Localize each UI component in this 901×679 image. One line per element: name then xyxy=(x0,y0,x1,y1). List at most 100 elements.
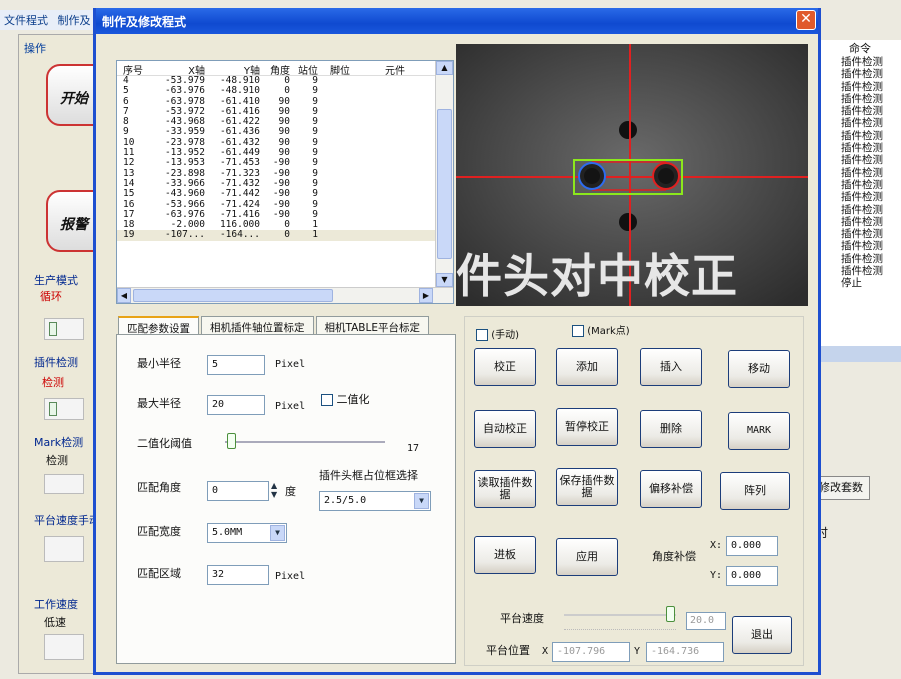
min-radius-input[interactable]: 5 xyxy=(207,355,265,375)
table-row[interactable]: 5 -63.976 -48.910 0 9 xyxy=(117,86,453,96)
threshold-slider-thumb[interactable] xyxy=(227,433,236,449)
read-insert-data-button[interactable]: 读取插件数据 xyxy=(474,470,536,508)
binarize-check-icon[interactable] xyxy=(321,394,333,406)
platform-speed-slider[interactable] xyxy=(44,536,84,562)
table-row[interactable]: 10 -23.978 -61.432 90 9 xyxy=(117,138,453,148)
apply-button[interactable]: 应用 xyxy=(556,538,618,576)
command-item[interactable]: 插件检测 xyxy=(819,253,901,265)
auto-correct-button[interactable]: 自动校正 xyxy=(474,410,536,448)
column-header[interactable]: 序号 xyxy=(117,61,155,75)
table-row[interactable]: 13 -23.898 -71.323 -90 9 xyxy=(117,169,453,179)
binarize-checkbox[interactable]: 二值化 xyxy=(321,391,370,407)
menu-make[interactable]: 制作及 xyxy=(58,14,91,27)
angle-spinner-icon[interactable]: ▲ ▼ xyxy=(271,481,281,501)
table-row[interactable]: 9 -33.959 -61.436 90 9 xyxy=(117,127,453,137)
command-list-scrollbar[interactable] xyxy=(818,346,901,362)
mark-point-checkbox[interactable]: (Mark点) xyxy=(572,322,630,337)
table-row[interactable]: 12 -13.953 -71.453 -90 9 xyxy=(117,158,453,168)
array-button[interactable]: 阵列 xyxy=(720,472,790,510)
column-header[interactable]: 站位 xyxy=(290,61,318,75)
match-area-input[interactable]: 32 xyxy=(207,565,269,585)
command-item[interactable]: 插件检测 xyxy=(819,167,901,179)
command-item[interactable]: 插件检测 xyxy=(819,81,901,93)
mark-check-icon[interactable] xyxy=(572,325,584,337)
command-item[interactable]: 插件检测 xyxy=(819,240,901,252)
max-radius-input[interactable]: 20 xyxy=(207,395,265,415)
camera-view[interactable]: 件头对中校正 xyxy=(456,44,808,306)
command-item[interactable]: 插件检测 xyxy=(819,68,901,80)
column-header[interactable]: 元件 xyxy=(362,61,428,75)
close-icon[interactable]: ✕ xyxy=(796,10,816,30)
command-item[interactable]: 插件检测 xyxy=(819,191,901,203)
point-list[interactable]: 序号 X轴 Y轴 角度 站位 脚位 元件 4 -53.979 -48.910 0 9 5 -63.976… xyxy=(116,60,454,304)
pause-correct-button[interactable]: 暂停校正 xyxy=(556,408,618,446)
feed-board-button[interactable]: 进板 xyxy=(474,536,536,574)
command-item[interactable]: 插件检测 xyxy=(819,56,901,68)
chevron-down-icon[interactable]: ▼ xyxy=(270,525,285,541)
column-header[interactable]: 脚位 xyxy=(318,61,362,75)
table-row[interactable]: 18 -2.000 116.000 0 1 xyxy=(117,220,453,230)
mark-check-slider[interactable] xyxy=(44,474,84,494)
production-mode-slider[interactable] xyxy=(44,318,84,340)
table-row[interactable]: 4 -53.979 -48.910 0 9 xyxy=(117,76,453,86)
platform-speed-slider[interactable] xyxy=(564,602,676,630)
table-row[interactable]: 8 -43.968 -61.422 90 9 xyxy=(117,117,453,127)
command-item[interactable]: 插件检测 xyxy=(819,204,901,216)
command-item[interactable]: 插件检测 xyxy=(819,105,901,117)
work-speed-slider[interactable] xyxy=(44,634,84,660)
table-row[interactable]: 6 -63.978 -61.410 90 9 xyxy=(117,97,453,107)
command-item[interactable]: 插件检测 xyxy=(819,179,901,191)
correct-button[interactable]: 校正 xyxy=(474,348,536,386)
move-button[interactable]: 移动 xyxy=(728,350,790,388)
column-header[interactable]: Y轴 xyxy=(205,61,260,75)
table-row[interactable]: 7 -53.972 -61.416 90 9 xyxy=(117,107,453,117)
table-row[interactable]: 19 -107... -164... 0 1 xyxy=(117,230,453,240)
command-item[interactable]: 插件检测 xyxy=(819,265,901,277)
hscroll-thumb[interactable] xyxy=(133,289,333,302)
table-row[interactable]: 17 -63.976 -71.416 -90 9 xyxy=(117,210,453,220)
command-item[interactable]: 插件检测 xyxy=(819,228,901,240)
table-row[interactable]: 11 -13.952 -61.449 90 9 xyxy=(117,148,453,158)
command-item[interactable]: 插件检测 xyxy=(819,142,901,154)
threshold-slider-track[interactable] xyxy=(225,441,385,443)
command-item[interactable]: 插件检测 xyxy=(819,216,901,228)
match-angle-input[interactable]: 0 xyxy=(207,481,269,501)
command-item[interactable]: 插件检测 xyxy=(819,93,901,105)
frame-select-dropdown[interactable]: 2.5/5.0 ▼ xyxy=(319,491,431,511)
command-item[interactable]: 插件检测 xyxy=(819,130,901,142)
scroll-left-icon[interactable]: ◀ xyxy=(117,288,131,303)
tab-camera-axis-calibration[interactable]: 相机插件轴位置标定 xyxy=(201,316,314,336)
manual-check-icon[interactable] xyxy=(476,329,488,341)
insert-button[interactable]: 插入 xyxy=(640,348,702,386)
delete-button[interactable]: 删除 xyxy=(640,410,702,448)
platform-speed-thumb[interactable] xyxy=(666,606,675,622)
add-button[interactable]: 添加 xyxy=(556,348,618,386)
angle-x-input[interactable]: 0.000 xyxy=(726,536,778,556)
command-item[interactable]: 插件检测 xyxy=(819,117,901,129)
point-list-hscrollbar[interactable]: ◀ ▶ xyxy=(117,287,453,303)
angle-y-input[interactable]: 0.000 xyxy=(726,566,778,586)
platform-speed-input[interactable]: 20.0 xyxy=(686,612,726,630)
scroll-up-icon[interactable]: ▲ xyxy=(436,61,453,75)
scroll-thumb[interactable] xyxy=(437,109,452,259)
exit-button[interactable]: 退出 xyxy=(732,616,792,654)
insert-check-slider[interactable] xyxy=(44,398,84,420)
save-insert-data-button[interactable]: 保存插件数据 xyxy=(556,468,618,506)
column-header[interactable]: X轴 xyxy=(155,61,205,75)
table-row[interactable]: 14 -33.966 -71.432 -90 9 xyxy=(117,179,453,189)
chevron-down-icon[interactable]: ▼ xyxy=(414,493,429,509)
table-row[interactable]: 15 -43.960 -71.442 -90 9 xyxy=(117,189,453,199)
point-list-vscrollbar[interactable]: ▲ ▼ xyxy=(435,61,453,287)
offset-compensation-button[interactable]: 偏移补偿 xyxy=(640,470,702,508)
menu-file-program[interactable]: 文件程式 xyxy=(4,14,48,27)
match-width-dropdown[interactable]: 5.0MM ▼ xyxy=(207,523,287,543)
column-header[interactable]: 角度 xyxy=(260,61,290,75)
scroll-right-icon[interactable]: ▶ xyxy=(419,288,433,303)
table-row[interactable]: 16 -53.966 -71.424 -90 9 xyxy=(117,200,453,210)
scroll-down-icon[interactable]: ▼ xyxy=(436,273,453,287)
tab-camera-table-calibration[interactable]: 相机TABLE平台标定 xyxy=(316,316,429,336)
command-item[interactable]: 停止 xyxy=(819,277,901,289)
tab-match-params[interactable]: 匹配参数设置 xyxy=(118,316,199,336)
manual-checkbox[interactable]: (手动) xyxy=(476,326,519,341)
mark-button[interactable]: MARK xyxy=(728,412,790,450)
